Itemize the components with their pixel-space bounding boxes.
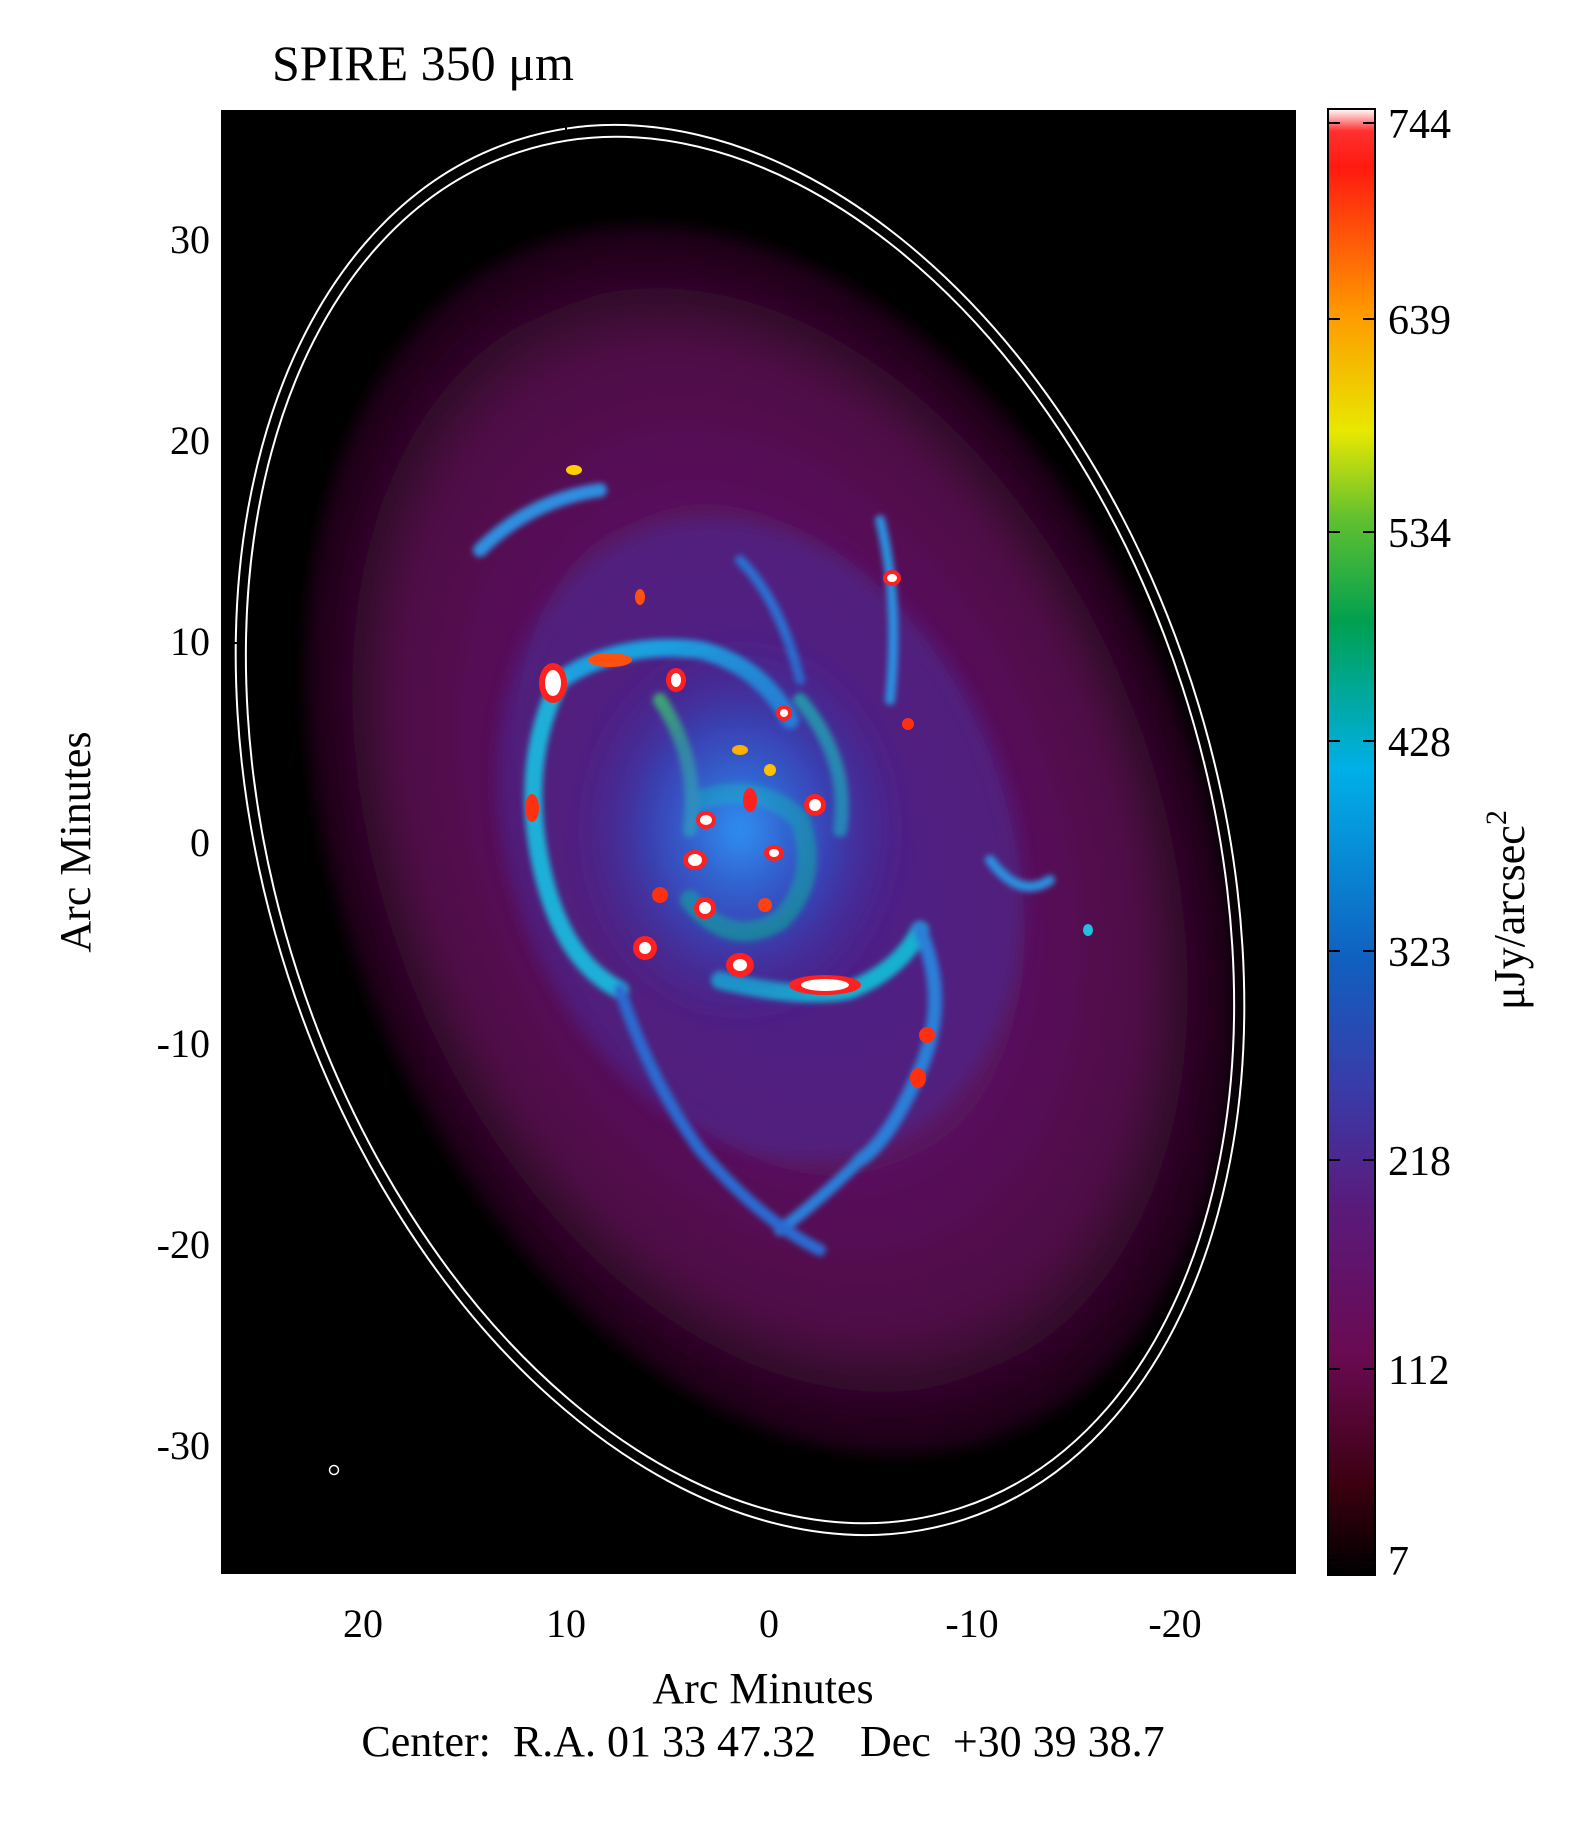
x-axis-label: Arc Minutes [652,1664,873,1713]
galaxy-core [570,630,910,1030]
colorbar-label-sup: 2 [1480,810,1513,825]
bright-knots [525,465,1093,1088]
galaxy-image [222,111,1295,1573]
colorbar-tick-label: 428 [1388,720,1451,766]
colorbar-label-main: μJy/arcsec [1485,825,1534,1010]
figure-title: SPIRE 350 μm [272,35,574,91]
colorbar-tick-label: 112 [1388,1348,1449,1394]
colorbar-label: μJy/arcsec2 [1480,810,1534,1010]
x-tick-label: 20 [343,1601,383,1646]
aperture-ellipse-inner [244,135,1236,1525]
y-tick-label: 20 [170,418,210,463]
plot-frame [221,110,1296,1574]
x-tick-labels: 20 10 0 -10 -20 [343,1601,1202,1646]
y-tick-label: 30 [170,217,210,262]
y-tick-label: -30 [157,1423,210,1468]
x-tick-label: -10 [945,1601,998,1646]
colorbar-tick-label: 744 [1388,102,1451,148]
colorbar-tick-label: 323 [1388,930,1451,976]
y-tick-label: 10 [170,619,210,664]
colorbar-tick-label: 218 [1388,1139,1451,1185]
colorbar-tick-label: 7 [1388,1539,1409,1585]
beam-marker [328,1464,340,1476]
y-tick-label: -10 [157,1021,210,1066]
aperture-ellipse-outer [234,124,1246,1536]
x-tick-label: -20 [1148,1601,1201,1646]
colorbar-tick-label: 639 [1388,298,1451,344]
y-axis-label: Arc Minutes [51,731,100,952]
center-coordinates: Center: R.A. 01 33 47.32 Dec +30 39 38.7 [361,1717,1164,1766]
colorbar-gradient [1327,108,1376,1576]
x-tick-label: 0 [759,1601,779,1646]
y-tick-label: -20 [157,1222,210,1267]
colorbar: 744 639 534 428 323 218 112 7 μJy/arcsec… [1327,102,1534,1585]
y-tick-label: 0 [190,820,210,865]
x-tick-label: 10 [546,1601,586,1646]
colorbar-tick-label: 534 [1388,511,1451,557]
y-tick-labels: 30 20 10 0 -10 -20 -30 [157,217,210,1468]
